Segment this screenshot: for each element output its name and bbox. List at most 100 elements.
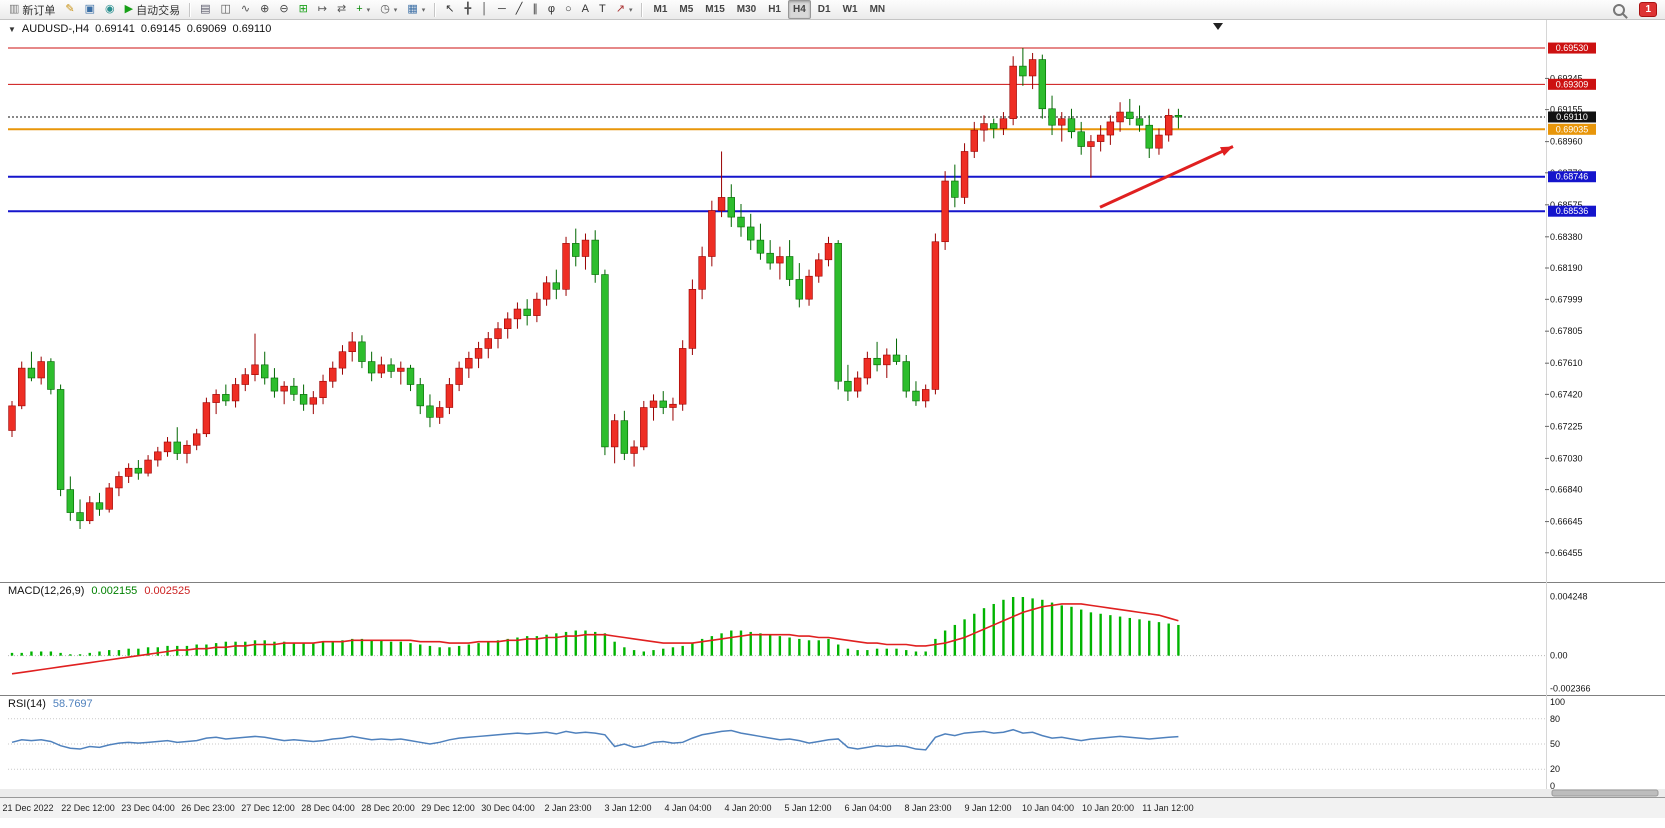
timeframe-h4-button[interactable]: H4 bbox=[788, 0, 811, 19]
price-axis-label: 0.67805 bbox=[1550, 326, 1583, 336]
cursor-button[interactable]: ↖ bbox=[441, 0, 458, 19]
headset-icon: ◉ bbox=[105, 3, 115, 15]
text-button[interactable]: A bbox=[578, 0, 593, 19]
time-axis-label: 6 Jan 04:00 bbox=[844, 803, 891, 813]
shapes-button[interactable]: ○ bbox=[561, 0, 576, 19]
timeframe-d1-button[interactable]: D1 bbox=[817, 4, 831, 15]
vertical-line-button[interactable]: │ bbox=[477, 0, 492, 19]
resistance-line-1-tag: 0.69530 bbox=[1548, 42, 1596, 54]
time-axis-label: 5 Jan 12:00 bbox=[784, 803, 831, 813]
autotrading-button[interactable]: ▶ 自动交易 bbox=[121, 0, 184, 19]
notification-badge[interactable]: 1 bbox=[1639, 2, 1657, 17]
zoom-in-button[interactable]: ⊕ bbox=[256, 0, 273, 19]
template-icon: ▦ bbox=[407, 3, 418, 15]
time-axis-label: 22 Dec 12:00 bbox=[61, 803, 115, 813]
horizontal-line-button[interactable]: ─ bbox=[494, 0, 510, 19]
line-chart-button[interactable]: ∿ bbox=[237, 0, 254, 19]
rsi-line bbox=[11, 728, 1179, 751]
timeframe-h1-button[interactable]: H1 bbox=[768, 4, 781, 15]
time-axis-label: 30 Dec 04:00 bbox=[481, 803, 535, 813]
pencil-icon: ✎ bbox=[65, 3, 75, 15]
price-axis-label: 0.66645 bbox=[1550, 517, 1583, 527]
signals-button[interactable]: ◉ bbox=[101, 0, 119, 19]
svg-text:0.68536: 0.68536 bbox=[1556, 206, 1589, 216]
play-icon: ▶ bbox=[124, 3, 134, 15]
support-line-1-tag: 0.68746 bbox=[1548, 171, 1596, 183]
chart-end-marker-icon bbox=[1213, 23, 1223, 30]
zoom-out-button[interactable]: ⊖ bbox=[275, 0, 292, 19]
chevron-down-icon: ▾ bbox=[393, 6, 398, 14]
chart-shift-button[interactable]: ⇄ bbox=[333, 0, 350, 19]
time-axis-strip bbox=[0, 797, 1665, 818]
templates-button[interactable]: ▦ ▾ bbox=[403, 0, 429, 19]
h-scrollbar-track[interactable] bbox=[0, 789, 1665, 797]
line-chart-icon: ∿ bbox=[240, 3, 251, 15]
timeframe-w1-button[interactable]: W1 bbox=[842, 4, 858, 15]
candlestick-series bbox=[8, 48, 1183, 529]
time-axis-label: 3 Jan 12:00 bbox=[604, 803, 651, 813]
pivot-line-tag: 0.69035 bbox=[1548, 123, 1596, 135]
symbol-period: AUDUSD-,H4 bbox=[21, 23, 90, 35]
price-axis-label: 0.66840 bbox=[1550, 485, 1583, 495]
time-axis-label: 27 Dec 12:00 bbox=[241, 803, 295, 813]
support-line-2-tag: 0.68536 bbox=[1548, 205, 1596, 217]
time-axis-label: 28 Dec 20:00 bbox=[361, 803, 415, 813]
shapes-icon: ○ bbox=[565, 3, 572, 15]
price-axis-label: 0.67420 bbox=[1550, 389, 1583, 399]
time-axis-label: 9 Jan 12:00 bbox=[964, 803, 1011, 813]
toolbar-separator bbox=[189, 2, 192, 17]
time-axis-label: 11 Jan 12:00 bbox=[1142, 803, 1193, 813]
one-click-collapse-icon[interactable]: ▼ bbox=[8, 24, 16, 34]
trend-arrow[interactable] bbox=[1099, 145, 1234, 209]
chart-canvas[interactable]: 0.693450.691550.689600.687700.685750.683… bbox=[0, 20, 1665, 828]
time-axis-label: 29 Dec 12:00 bbox=[421, 803, 475, 813]
indicators-button[interactable]: + ▾ bbox=[352, 0, 374, 19]
timeframe-m30-button[interactable]: M30 bbox=[736, 4, 757, 15]
chart-ohlc-header: ▼ AUDUSD-,H4 0.69141 0.69145 0.69069 0.6… bbox=[8, 23, 271, 35]
rsi-axis-label: 0 bbox=[1550, 781, 1555, 791]
time-axis-label: 28 Dec 04:00 bbox=[301, 803, 355, 813]
arrow-tools-button[interactable]: ↗ ▾ bbox=[612, 0, 637, 19]
timeframe-m5-button[interactable]: M5 bbox=[679, 4, 694, 15]
auto-scroll-button[interactable]: ↦ bbox=[314, 0, 331, 19]
h-scrollbar-thumb[interactable] bbox=[1551, 789, 1659, 797]
candlestick-chart-button[interactable]: ◫ bbox=[217, 0, 235, 19]
price-axis-label: 0.67225 bbox=[1550, 421, 1583, 431]
svg-text:0.68746: 0.68746 bbox=[1556, 172, 1589, 182]
macd-axis-label: 0.00 bbox=[1550, 651, 1568, 661]
crosshair-button[interactable]: ╋ bbox=[460, 0, 475, 19]
new-order-label: 新订单 bbox=[22, 4, 56, 17]
metaeditor-button[interactable]: ✎ bbox=[61, 0, 78, 19]
trendline-button[interactable]: ╱ bbox=[512, 0, 527, 19]
new-order-icon: ▥ bbox=[9, 3, 20, 15]
text-label-button[interactable]: T bbox=[595, 0, 610, 19]
macd-axis-label: 0.004248 bbox=[1550, 591, 1588, 601]
periods-button[interactable]: ◷ ▾ bbox=[376, 0, 401, 19]
fibonacci-button[interactable]: φ bbox=[544, 0, 559, 19]
tile-windows-button[interactable]: ⊞ bbox=[295, 0, 312, 19]
timeframe-m15-button[interactable]: M15 bbox=[705, 4, 725, 15]
new-order-button[interactable]: ▥ 新订单 bbox=[5, 0, 59, 19]
chart-window[interactable]: ▼ AUDUSD-,H4 0.69141 0.69145 0.69069 0.6… bbox=[0, 20, 1665, 828]
toolbar-separator bbox=[641, 2, 644, 17]
chevron-down-icon: ▾ bbox=[366, 6, 371, 14]
horizontal-line-icon: ─ bbox=[497, 3, 506, 15]
channel-icon: ∥ bbox=[532, 3, 538, 15]
market-button[interactable]: ▣ bbox=[81, 0, 99, 19]
bar-chart-button[interactable]: ▤ bbox=[196, 0, 214, 19]
text-icon: A bbox=[581, 3, 590, 15]
candlestick-icon: ◫ bbox=[220, 3, 231, 15]
time-axis-label: 21 Dec 2022 bbox=[2, 803, 53, 813]
time-axis-label: 4 Jan 04:00 bbox=[664, 803, 711, 813]
rsi-value: 58.7697 bbox=[52, 698, 93, 710]
channel-button[interactable]: ∥ bbox=[528, 0, 542, 19]
search-icon[interactable] bbox=[1613, 3, 1626, 16]
chart-shift-icon: ⇄ bbox=[337, 3, 347, 15]
time-axis-label: 10 Jan 20:00 bbox=[1082, 803, 1134, 813]
trendline-icon: ╱ bbox=[515, 3, 523, 15]
timeframe-mn-button[interactable]: MN bbox=[869, 4, 886, 15]
rsi-name: RSI(14) bbox=[8, 698, 46, 710]
arrow-tools-icon: ↗ bbox=[615, 3, 625, 15]
timeframe-m1-button[interactable]: M1 bbox=[653, 4, 668, 15]
time-axis-label: 23 Dec 04:00 bbox=[121, 803, 175, 813]
